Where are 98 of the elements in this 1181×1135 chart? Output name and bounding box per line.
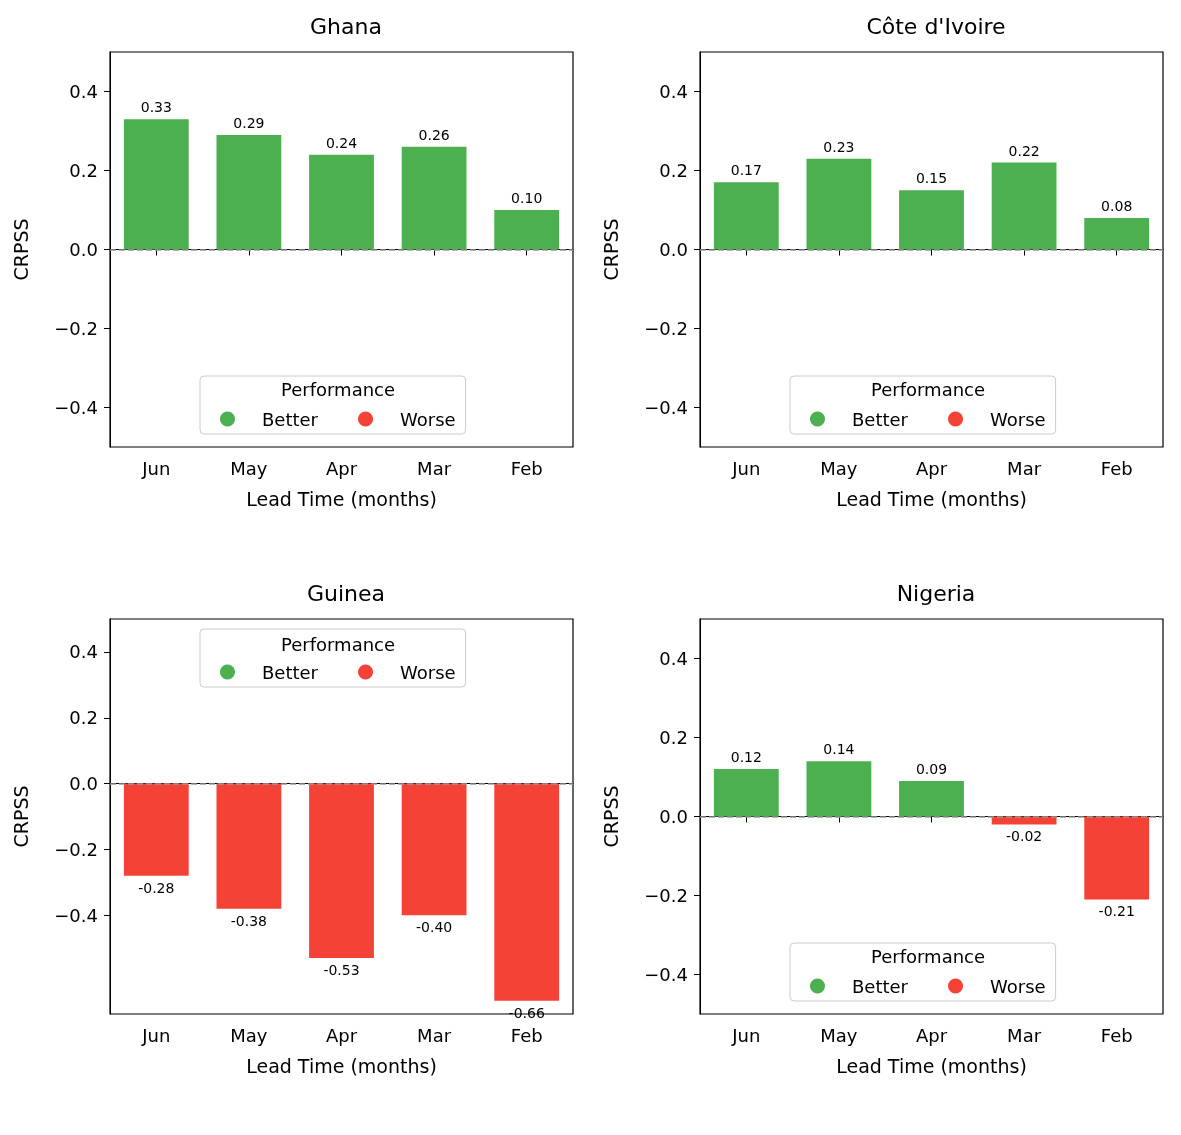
x-tick-label: Feb bbox=[510, 1024, 543, 1046]
data-label: -0.66 bbox=[508, 1004, 545, 1021]
legend-title: Performance bbox=[280, 378, 396, 400]
data-label: -0.28 bbox=[138, 879, 175, 896]
x-tick-label: Apr bbox=[325, 1024, 358, 1046]
legend-label: Better bbox=[852, 975, 909, 997]
y-tick-label: 0.0 bbox=[69, 239, 98, 260]
x-tick-label: Mar bbox=[1007, 1024, 1042, 1046]
y-tick-label: 0.4 bbox=[69, 81, 98, 102]
bar bbox=[216, 134, 282, 250]
x-tick-label: May bbox=[820, 457, 858, 479]
x-tick-label: Mar bbox=[417, 1024, 452, 1046]
x-tick-label: Jun bbox=[731, 1024, 761, 1046]
data-label: -0.21 bbox=[1098, 903, 1135, 920]
bar bbox=[806, 761, 872, 817]
x-axis-title: Lead Time (months) bbox=[836, 1054, 1027, 1077]
data-label: 0.24 bbox=[325, 134, 358, 151]
data-label: 0.23 bbox=[823, 138, 855, 155]
data-label: 0.08 bbox=[1101, 197, 1133, 214]
bar bbox=[991, 162, 1057, 250]
chart-title: Côte d'Ivoire bbox=[866, 13, 1006, 39]
bar bbox=[713, 769, 779, 817]
y-tick-label: 0.4 bbox=[659, 81, 688, 102]
legend-title: Performance bbox=[870, 945, 986, 967]
data-label: 0.29 bbox=[233, 114, 265, 131]
legend-label: Worse bbox=[400, 661, 456, 683]
y-tick-label: −0.4 bbox=[644, 964, 688, 985]
y-tick-label: 0.0 bbox=[69, 773, 98, 795]
data-label: 0.14 bbox=[823, 741, 855, 758]
x-tick-label: Feb bbox=[1100, 1024, 1133, 1046]
y-axis-title: CRPSS bbox=[599, 785, 622, 848]
y-tick-label: 0.4 bbox=[659, 648, 688, 669]
data-label: 0.17 bbox=[730, 162, 762, 179]
y-tick-label: −0.2 bbox=[644, 885, 688, 906]
bar bbox=[123, 119, 189, 250]
bar bbox=[401, 146, 467, 250]
y-tick-label: 0.0 bbox=[659, 806, 688, 827]
bar bbox=[1084, 217, 1150, 250]
data-label: -0.38 bbox=[230, 912, 268, 929]
bar bbox=[899, 190, 964, 250]
data-label: -0.53 bbox=[323, 962, 360, 979]
x-tick-label: Jun bbox=[141, 1024, 171, 1046]
legend-title: Performance bbox=[870, 378, 986, 400]
y-tick-label: −0.2 bbox=[54, 838, 98, 860]
bar bbox=[309, 154, 374, 250]
x-axis-title: Lead Time (months) bbox=[246, 487, 437, 510]
chart-title: Nigeria bbox=[896, 580, 976, 606]
chart-title: Ghana bbox=[310, 13, 382, 39]
y-tick-label: 0.4 bbox=[69, 641, 98, 663]
y-tick-label: 0.2 bbox=[659, 727, 688, 748]
x-tick-label: May bbox=[230, 457, 268, 479]
x-tick-label: Jun bbox=[731, 457, 761, 479]
data-label: 0.33 bbox=[140, 99, 172, 116]
y-tick-label: 0.0 bbox=[659, 239, 688, 260]
x-tick-label: May bbox=[820, 1024, 858, 1046]
y-tick-label: −0.4 bbox=[644, 397, 688, 418]
data-label: 0.22 bbox=[1008, 142, 1040, 159]
x-tick-label: Feb bbox=[1100, 457, 1133, 479]
x-tick-label: Apr bbox=[325, 457, 358, 479]
legend-label: Worse bbox=[990, 975, 1046, 997]
y-tick-label: −0.2 bbox=[644, 318, 688, 339]
x-tick-label: Apr bbox=[915, 1024, 948, 1046]
legend-label: Worse bbox=[990, 408, 1046, 430]
legend-label: Better bbox=[262, 661, 319, 683]
bar bbox=[1084, 816, 1150, 900]
data-label: 0.15 bbox=[915, 170, 948, 187]
bar bbox=[806, 158, 872, 250]
x-tick-label: Jun bbox=[141, 457, 171, 479]
y-axis-title: CRPSS bbox=[9, 785, 32, 848]
data-label: 0.12 bbox=[730, 749, 762, 766]
data-label: 0.09 bbox=[915, 760, 948, 777]
x-tick-label: May bbox=[230, 1024, 268, 1046]
y-tick-label: 0.2 bbox=[69, 707, 98, 729]
chart-title: Guinea bbox=[306, 580, 386, 606]
y-tick-label: 0.2 bbox=[659, 160, 688, 181]
legend-label: Better bbox=[852, 408, 909, 430]
x-tick-label: Mar bbox=[417, 457, 452, 479]
data-label: 0.10 bbox=[511, 190, 543, 206]
y-axis-title: CRPSS bbox=[599, 218, 622, 281]
data-label: -0.02 bbox=[1005, 828, 1043, 845]
y-tick-label: 0.2 bbox=[69, 160, 98, 181]
x-tick-label: Feb bbox=[510, 457, 543, 479]
bar bbox=[899, 780, 964, 817]
legend-label: Worse bbox=[400, 408, 456, 430]
legend-title: Performance bbox=[280, 633, 396, 655]
bar bbox=[713, 182, 779, 250]
x-axis-title: Lead Time (months) bbox=[836, 487, 1027, 510]
x-tick-label: Apr bbox=[915, 457, 948, 479]
legend-label: Better bbox=[262, 408, 319, 430]
data-label: 0.26 bbox=[418, 126, 450, 143]
y-tick-label: −0.4 bbox=[54, 904, 98, 926]
x-tick-label: Mar bbox=[1007, 457, 1042, 479]
bar bbox=[494, 210, 560, 250]
x-axis-title: Lead Time (months) bbox=[246, 1054, 437, 1077]
y-tick-label: −0.4 bbox=[54, 397, 98, 418]
data-label: -0.40 bbox=[415, 919, 453, 936]
y-tick-label: −0.2 bbox=[54, 318, 98, 339]
y-axis-title: CRPSS bbox=[9, 218, 32, 281]
